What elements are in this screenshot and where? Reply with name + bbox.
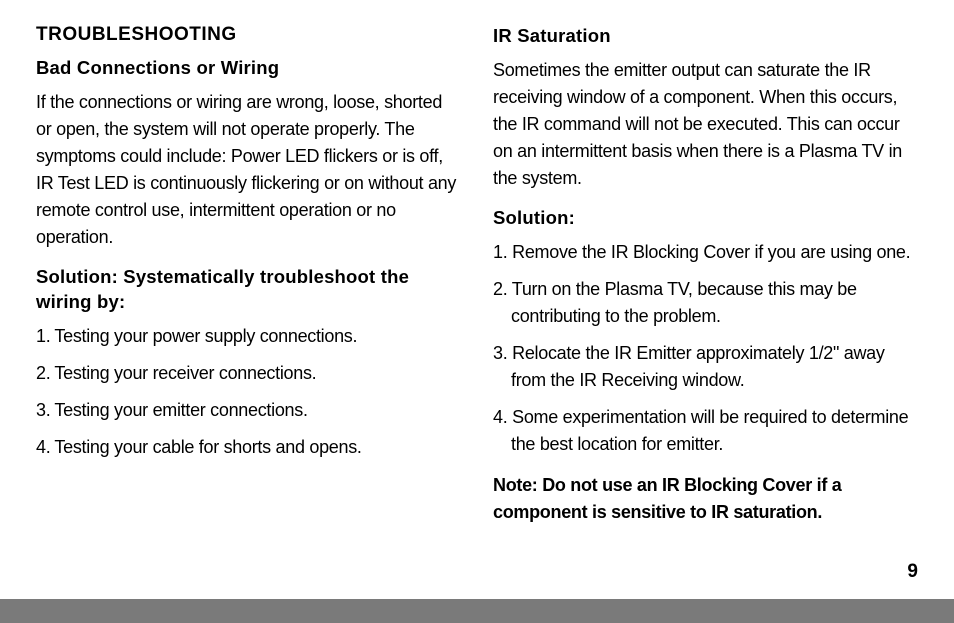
list-item: 4. Testing your cable for shorts and ope… [36, 434, 461, 461]
page-number: 9 [907, 561, 918, 583]
subsection-heading: Bad Connections or Wiring [36, 56, 461, 81]
list-text: 2. Turn on the Plasma TV, because this m… [493, 279, 857, 326]
subsection-heading: Solution: Systematically troubleshoot th… [36, 265, 461, 315]
list-text: Testing your emitter connections. [54, 397, 461, 424]
two-column-layout: TROUBLESHOOTING Bad Connections or Wirin… [36, 24, 918, 526]
paragraph: If the connections or wiring are wrong, … [36, 89, 461, 251]
ordered-list: 1. Testing your power supply connections… [36, 323, 461, 461]
list-item: 2. Testing your receiver connections. [36, 360, 461, 387]
list-text: Testing your power supply connections. [54, 323, 461, 350]
list-text: 1. Remove the IR Blocking Cover if you a… [493, 242, 910, 262]
right-column: IR Saturation Sometimes the emitter outp… [493, 24, 918, 526]
list-item: 2. Turn on the Plasma TV, because this m… [493, 276, 918, 330]
ordered-list: 1. Remove the IR Blocking Cover if you a… [493, 239, 918, 458]
list-text: Testing your receiver connections. [54, 360, 461, 387]
list-number: 2. [36, 360, 50, 387]
list-item: 1. Testing your power supply connections… [36, 323, 461, 350]
list-item: 1. Remove the IR Blocking Cover if you a… [493, 239, 918, 266]
section-heading: TROUBLESHOOTING [36, 24, 461, 46]
left-column: TROUBLESHOOTING Bad Connections or Wirin… [36, 24, 461, 526]
note-paragraph: Note: Do not use an IR Blocking Cover if… [493, 472, 918, 526]
list-number: 1. [36, 323, 50, 350]
list-text: 4. Some experimentation will be required… [493, 407, 908, 454]
footer-bar [0, 599, 954, 623]
list-text: 3. Relocate the IR Emitter approximately… [493, 343, 885, 390]
list-text: Testing your cable for shorts and opens. [54, 434, 461, 461]
paragraph: Sometimes the emitter output can saturat… [493, 57, 918, 192]
list-item: 3. Testing your emitter connections. [36, 397, 461, 424]
list-item: 3. Relocate the IR Emitter approximately… [493, 340, 918, 394]
subsection-heading: Solution: [493, 206, 918, 231]
subsection-heading: IR Saturation [493, 24, 918, 49]
list-item: 4. Some experimentation will be required… [493, 404, 918, 458]
list-number: 4. [36, 434, 50, 461]
document-page: TROUBLESHOOTING Bad Connections or Wirin… [0, 0, 954, 623]
list-number: 3. [36, 397, 50, 424]
